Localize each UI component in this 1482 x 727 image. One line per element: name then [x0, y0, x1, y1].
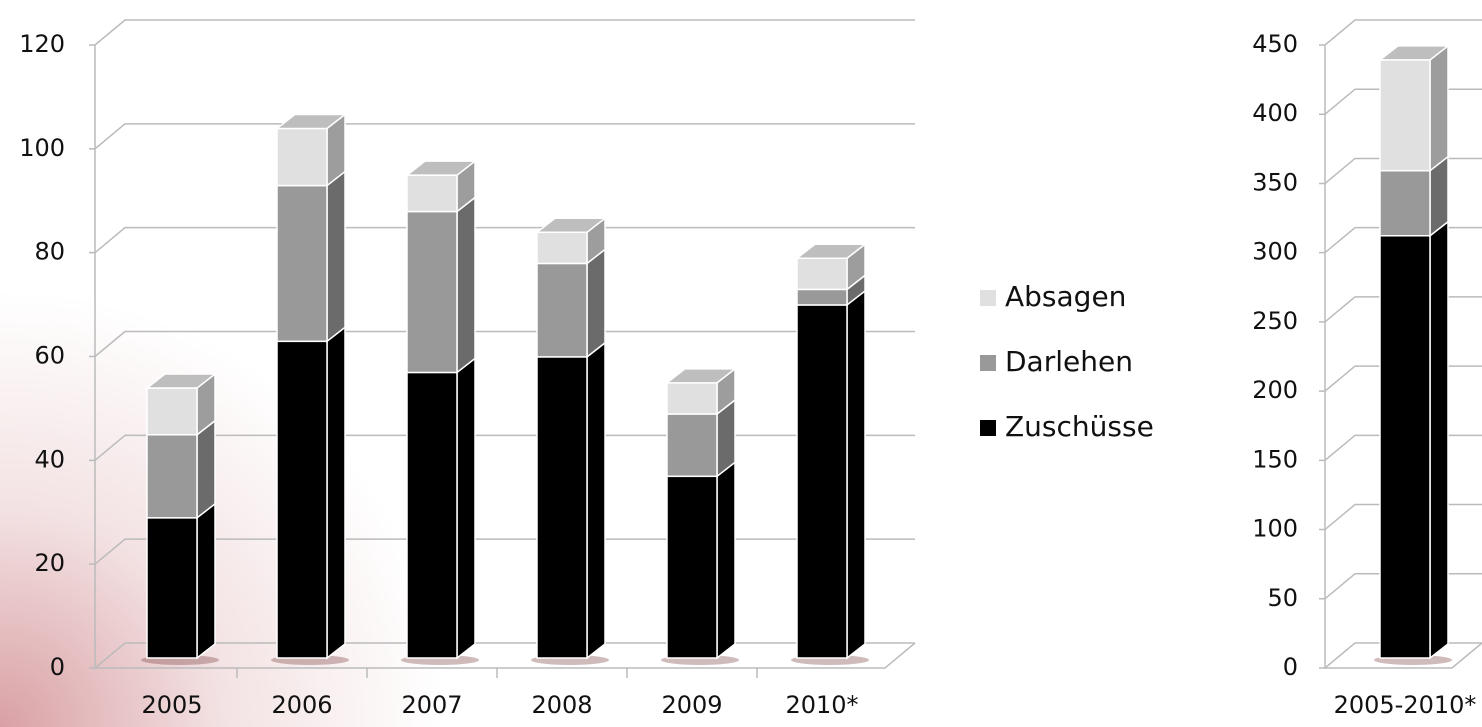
bar: [276, 184, 328, 343]
bar-side: [326, 325, 346, 660]
bar: [536, 262, 588, 358]
x-tick-label: 2009: [661, 691, 722, 719]
bar-side: [716, 460, 736, 660]
y-tick-label: 300: [1252, 238, 1298, 266]
y-tick-label: 60: [34, 342, 65, 370]
bar-top: [1377, 45, 1451, 61]
bar-side: [1429, 220, 1449, 660]
bar-side: [326, 170, 346, 343]
bar-side: [586, 247, 606, 359]
bar-top: [404, 160, 478, 176]
y-tick-label: 80: [34, 238, 65, 266]
bar: [666, 413, 718, 478]
bar: [146, 517, 198, 659]
bar-side: [586, 341, 606, 660]
bar-top: [144, 373, 218, 389]
bar: [666, 382, 718, 415]
grid-line: [89, 538, 915, 565]
bar: [796, 257, 848, 291]
bar: [536, 356, 588, 659]
y-tick-label: 150: [1252, 445, 1298, 473]
y-tick-label: 40: [34, 445, 65, 473]
bar-side: [456, 195, 476, 374]
bar-side: [1429, 44, 1449, 173]
y-tick-label: 50: [1267, 584, 1298, 612]
y-tick-label: 200: [1252, 376, 1298, 404]
grid-line: [89, 642, 915, 669]
bar: [406, 371, 458, 659]
y-tick-label: 400: [1252, 99, 1298, 127]
y-tick-label: 350: [1252, 168, 1298, 196]
bar-top: [664, 368, 738, 384]
legend-label: Absagen: [1005, 280, 1126, 313]
bar-top: [274, 113, 348, 130]
bar-top: [534, 217, 608, 234]
bar-side: [456, 356, 476, 660]
y-tick-label: 450: [1252, 30, 1298, 58]
grid-line: [89, 226, 915, 254]
y-tick-label: 0: [50, 653, 65, 681]
legend-label: Zuschüsse: [1005, 410, 1154, 443]
bar: [276, 340, 328, 659]
bar: [1379, 169, 1431, 237]
legend-swatch: [980, 355, 996, 371]
bar: [796, 288, 848, 306]
axis: [1324, 45, 1482, 669]
bar-side: [196, 502, 216, 660]
bar: [1379, 234, 1431, 659]
legend-swatch: [980, 290, 996, 306]
y-tick-label: 100: [19, 134, 65, 162]
x-tick-label: 2010*: [785, 691, 858, 719]
x-tick-label: 2005-2010*: [1334, 691, 1477, 719]
y-tick-label: 250: [1252, 307, 1298, 335]
x-tick-label: 2007: [401, 691, 462, 719]
y-tick-label: 120: [19, 30, 65, 58]
bar: [406, 174, 458, 213]
grid-line: [89, 330, 915, 358]
bar: [146, 387, 198, 436]
bar: [1379, 59, 1431, 172]
grid-line: [89, 19, 915, 46]
bar: [536, 231, 588, 265]
x-tick-label: 2006: [271, 691, 332, 719]
x-tick-label: 2008: [531, 691, 592, 719]
bar-top: [794, 243, 868, 259]
y-tick-label: 0: [1283, 653, 1298, 681]
bar: [796, 304, 848, 659]
grid-line: [89, 123, 915, 150]
x-tick-label: 2005: [141, 691, 202, 719]
bar: [406, 210, 458, 374]
bar: [666, 475, 718, 659]
bar: [276, 127, 328, 187]
y-tick-label: 100: [1252, 515, 1298, 543]
bar-side: [196, 419, 216, 520]
legend-swatch: [980, 420, 996, 436]
grid-line: [89, 434, 915, 462]
legend-label: Darlehen: [1005, 345, 1133, 378]
grid-line: [1319, 19, 1482, 46]
bar-side: [846, 289, 866, 660]
y-tick-label: 20: [34, 549, 65, 577]
bar: [146, 434, 198, 519]
